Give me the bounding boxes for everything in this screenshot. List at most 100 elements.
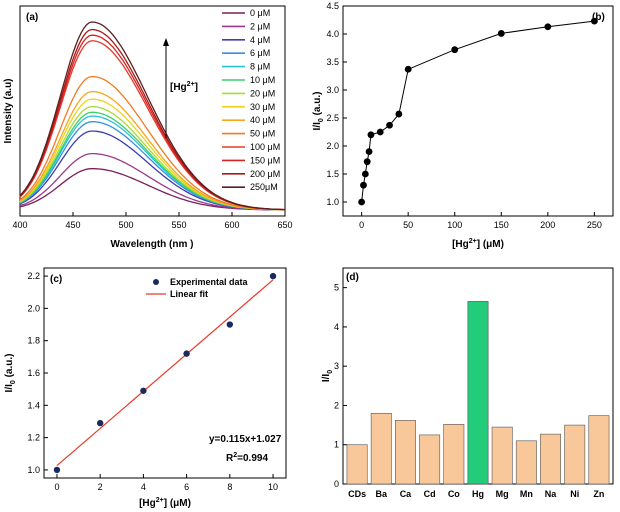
legend-label: 200 μM — [250, 169, 280, 179]
x-label-co: Co — [448, 489, 460, 499]
bar-ni — [564, 424, 586, 485]
panel-b-y-title: I/I0 (a.u.) — [312, 92, 325, 131]
y-tick-label: 5 — [334, 283, 339, 293]
bar-ca — [394, 420, 416, 485]
legend-experimental-label: Experimental data — [170, 277, 249, 287]
panel-b-x-title: [Hg2+] (μM) — [452, 238, 504, 250]
bar-mn — [515, 440, 537, 485]
legend-label: 20 μM — [250, 88, 275, 98]
x-tick-label: 550 — [171, 220, 186, 230]
y-tick-label: 0 — [334, 479, 339, 489]
panel-c-x-title: [Hg2+] (μM) — [139, 497, 191, 509]
panel-d-x-labels: CDs Ba Ca Cd Co Hg Mg Mn Na Ni Zn — [348, 489, 604, 499]
panel-d-label: (d) — [346, 272, 359, 283]
panel-b-y-ticks: 1.0 1.5 2.0 2.5 3.0 3.5 4.0 4.5 — [326, 1, 347, 207]
x-tick-label: 250 — [587, 220, 602, 230]
fit-r-squared: R2=0.994 — [226, 452, 268, 464]
panel-c-points — [53, 272, 277, 474]
linear-fit-line — [56, 279, 274, 467]
panel-b: (b) 1.0 1.5 2.0 2.5 3.0 3.5 4.0 4.5 0 50 100 150 20… — [312, 1, 614, 250]
hg-annotation: [Hg2+] — [170, 81, 198, 93]
legend-fit-label: Linear fit — [170, 289, 208, 299]
data-point — [395, 110, 403, 118]
data-point — [497, 30, 505, 37]
bar-na — [540, 433, 562, 485]
panel-d-y-ticks: 0 1 2 3 4 5 — [334, 283, 347, 489]
panel-c-y-ticks: 1.0 1.2 1.4 1.6 1.8 2.0 2.2 — [27, 271, 48, 475]
x-label-na: Na — [545, 489, 557, 499]
y-tick-label: 4 — [334, 322, 339, 332]
data-point — [361, 170, 369, 178]
x-label-zn: Zn — [593, 489, 604, 499]
data-point — [363, 158, 371, 166]
y-tick-label: 1.4 — [27, 400, 40, 410]
panel-a-label: (a) — [26, 12, 38, 23]
spectrum-curve — [19, 34, 286, 211]
x-tick-label: 100 — [447, 220, 462, 230]
x-label-mg: Mg — [496, 489, 509, 499]
bar-hg — [467, 301, 489, 485]
y-tick-label: 2 — [334, 400, 339, 410]
spectrum-curve — [19, 121, 285, 211]
legend-label: 100 μM — [250, 142, 280, 152]
panel-b-frame — [342, 5, 614, 217]
data-point — [544, 23, 552, 31]
x-tick-label: 400 — [12, 220, 27, 230]
spectrum-curve — [19, 75, 285, 211]
legend-label: 8 μM — [250, 62, 270, 72]
y-tick-label: 1 — [334, 440, 339, 450]
legend-label: 50 μM — [250, 129, 275, 139]
fit-equation: y=0.115x+1.027 — [209, 434, 282, 445]
data-point — [404, 65, 412, 73]
bar-mg — [491, 426, 513, 485]
panel-d-y-title: I/I0 — [321, 370, 334, 382]
y-tick-label: 3.5 — [326, 57, 339, 67]
panel-c: (c) 1.0 1.2 1.4 1.6 1.8 2.0 2.2 0 2 4 6 8 10 Experi… — [4, 267, 287, 509]
bar-cd — [419, 434, 441, 485]
y-tick-label: 1.6 — [27, 368, 40, 378]
y-tick-label: 1.8 — [27, 336, 40, 346]
bar-cds — [346, 444, 368, 485]
legend-label: 250μM — [250, 182, 278, 192]
x-tick-label: 450 — [65, 220, 80, 230]
x-label-ca: Ca — [400, 489, 412, 499]
legend-label: 40 μM — [250, 115, 275, 125]
panel-c-label: (c) — [50, 274, 62, 285]
x-label-cd: Cd — [424, 489, 436, 499]
spectrum-curve — [19, 167, 285, 211]
y-tick-label: 3.0 — [326, 85, 339, 95]
data-point — [386, 121, 393, 129]
data-point — [358, 198, 366, 206]
x-tick-label: 200 — [540, 220, 555, 230]
x-tick-label: 6 — [184, 482, 189, 492]
y-tick-label: 1.0 — [326, 197, 339, 207]
x-tick-label: 650 — [277, 220, 292, 230]
y-tick-label: 1.2 — [27, 433, 40, 443]
x-tick-label: 10 — [268, 482, 278, 492]
legend-label: 6 μM — [250, 48, 270, 58]
y-tick-label: 2.0 — [326, 141, 339, 151]
data-point — [590, 17, 598, 25]
panel-d-bars — [346, 301, 610, 485]
x-tick-label: 500 — [118, 220, 133, 230]
increase-arrow-head — [163, 38, 169, 46]
panel-a-legend: 0 μM 2 μM 4 μM 6 μM 8 μM 10 μM 20 μM 30 μM 40 μM… — [222, 8, 280, 192]
panel-c-y-title: I/I0 (a.u.) — [4, 354, 17, 393]
data-point — [269, 272, 277, 280]
x-tick-label: 600 — [224, 220, 239, 230]
data-point — [360, 181, 367, 189]
x-tick-label: 50 — [403, 220, 413, 230]
spectrum-curve — [19, 28, 286, 211]
data-point — [140, 387, 147, 394]
spectrum-curve — [19, 21, 286, 211]
legend-label: 10 μM — [250, 75, 275, 85]
bar-co — [443, 424, 465, 485]
x-label-ni: Ni — [570, 489, 579, 499]
bar-zn — [588, 415, 610, 485]
panel-a-x-title: Wavelength (nm ) — [111, 239, 194, 250]
legend-label: 4 μM — [250, 35, 270, 45]
panel-a-curves — [19, 21, 286, 211]
panel-b-label: (b) — [592, 12, 605, 23]
panel-a: (a) 400 450 500 550 600 650 Wavelength (nm ) … — [3, 5, 293, 250]
panel-a-y-title: Intensity (a.u) — [3, 78, 14, 143]
